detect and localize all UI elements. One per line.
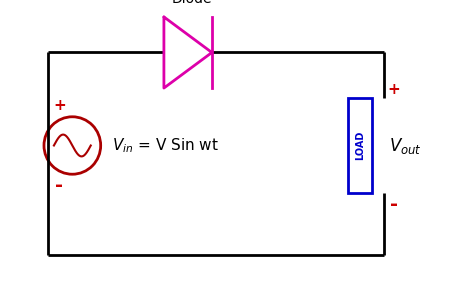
Text: $V_{out}$: $V_{out}$ xyxy=(389,136,422,155)
Bar xyxy=(348,98,373,194)
Text: -: - xyxy=(55,176,63,195)
Text: LOAD: LOAD xyxy=(355,131,365,160)
Text: +: + xyxy=(387,82,400,97)
Text: $V_{in}$ = V Sin wt: $V_{in}$ = V Sin wt xyxy=(111,136,219,155)
Text: Diode: Diode xyxy=(172,0,212,6)
Text: +: + xyxy=(53,98,65,113)
Text: -: - xyxy=(390,195,398,214)
